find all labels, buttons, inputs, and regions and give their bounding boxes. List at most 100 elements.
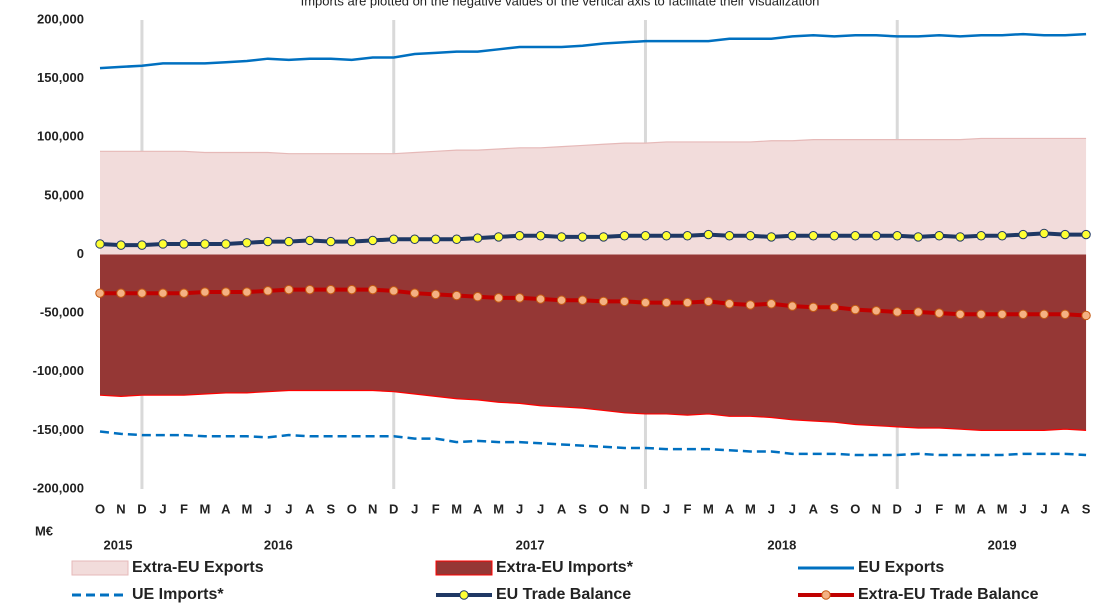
marker	[997, 231, 1007, 241]
x-tick-label: M	[493, 501, 504, 516]
marker	[137, 288, 147, 298]
x-tick-label: J	[537, 501, 544, 516]
marker	[284, 284, 294, 295]
year-label: 2018	[767, 537, 796, 552]
marker	[410, 288, 420, 298]
marker	[514, 231, 525, 241]
line	[99, 32, 1087, 70]
legend-marker	[459, 590, 469, 600]
x-tick-label: N	[620, 501, 629, 516]
area	[100, 254, 1087, 431]
marker	[577, 232, 588, 242]
y-tick-label: -200,000	[33, 480, 84, 495]
x-tick-label: J	[768, 501, 775, 516]
legend-marker	[821, 590, 831, 600]
marker	[514, 293, 525, 303]
marker	[472, 292, 483, 302]
year-label: 2016	[264, 537, 293, 552]
marker	[997, 309, 1007, 319]
legend-label: EU Exports	[858, 559, 944, 576]
x-tick-label: J	[285, 501, 292, 516]
x-tick-label: M	[199, 501, 210, 516]
marker	[661, 297, 672, 308]
y-axis-label: M€	[35, 523, 53, 538]
marker	[200, 287, 210, 297]
marker	[745, 300, 756, 310]
x-tick-label: M	[451, 501, 462, 516]
marker	[493, 232, 504, 242]
x-tick-label: O	[347, 501, 357, 516]
area	[100, 138, 1087, 255]
marker	[913, 232, 923, 242]
marker	[263, 236, 273, 247]
x-tick-label: J	[159, 501, 166, 516]
marker	[116, 288, 126, 298]
marker	[871, 306, 881, 316]
x-tick-label: A	[473, 501, 483, 516]
marker	[179, 239, 189, 249]
marker	[724, 231, 735, 241]
y-tick-label: 200,000	[37, 11, 84, 26]
x-tick-label: O	[850, 501, 860, 516]
year-label: 2015	[104, 537, 133, 552]
marker	[158, 239, 168, 249]
x-tick-label: A	[809, 501, 819, 516]
x-tick-label: M	[955, 501, 966, 516]
x-tick-label: M	[997, 501, 1008, 516]
marker	[1018, 229, 1028, 240]
x-tick-label: M	[703, 501, 714, 516]
marker	[305, 284, 315, 295]
marker	[284, 236, 294, 247]
x-tick-label: F	[935, 501, 943, 516]
marker	[913, 307, 923, 317]
legend-swatch	[435, 560, 493, 576]
marker	[850, 304, 860, 315]
legend-label: UE Imports*	[132, 586, 224, 603]
marker	[305, 235, 315, 246]
x-tick-label: S	[578, 501, 587, 516]
marker	[661, 231, 672, 241]
y-tick-label: 100,000	[37, 129, 84, 144]
marker	[137, 240, 147, 250]
x-tick-label: J	[411, 501, 418, 516]
marker	[745, 231, 756, 241]
marker	[892, 231, 902, 241]
marker	[95, 239, 105, 249]
x-tick-label: F	[683, 501, 691, 516]
marker	[326, 236, 336, 247]
marker	[1081, 310, 1091, 321]
x-tick-label: J	[915, 501, 922, 516]
x-tick-label: D	[137, 501, 146, 516]
marker	[451, 234, 462, 244]
x-tick-label: A	[221, 501, 231, 516]
marker	[703, 296, 714, 307]
x-tick-label: D	[641, 501, 650, 516]
marker	[1060, 229, 1070, 240]
x-tick-label: A	[557, 501, 567, 516]
marker	[598, 296, 609, 307]
marker	[535, 231, 546, 241]
marker	[1018, 309, 1028, 319]
legend-label: Extra-EU Imports*	[496, 559, 634, 576]
marker	[598, 232, 609, 242]
marker	[1039, 228, 1049, 239]
marker	[430, 289, 441, 300]
marker	[116, 240, 126, 250]
x-tick-label: J	[516, 501, 523, 516]
marker	[976, 231, 986, 241]
marker	[493, 293, 504, 303]
marker	[242, 287, 252, 297]
marker	[326, 284, 336, 295]
line	[99, 430, 1087, 457]
x-tick-label: O	[598, 501, 608, 516]
marker	[829, 231, 839, 241]
area-edge	[99, 389, 1087, 431]
marker	[955, 232, 965, 242]
marker	[577, 295, 588, 305]
marker	[410, 234, 420, 244]
marker	[724, 299, 735, 309]
legend-label: EU Trade Balance	[496, 586, 631, 603]
x-tick-label: D	[893, 501, 902, 516]
y-tick-label: 50,000	[44, 187, 84, 202]
